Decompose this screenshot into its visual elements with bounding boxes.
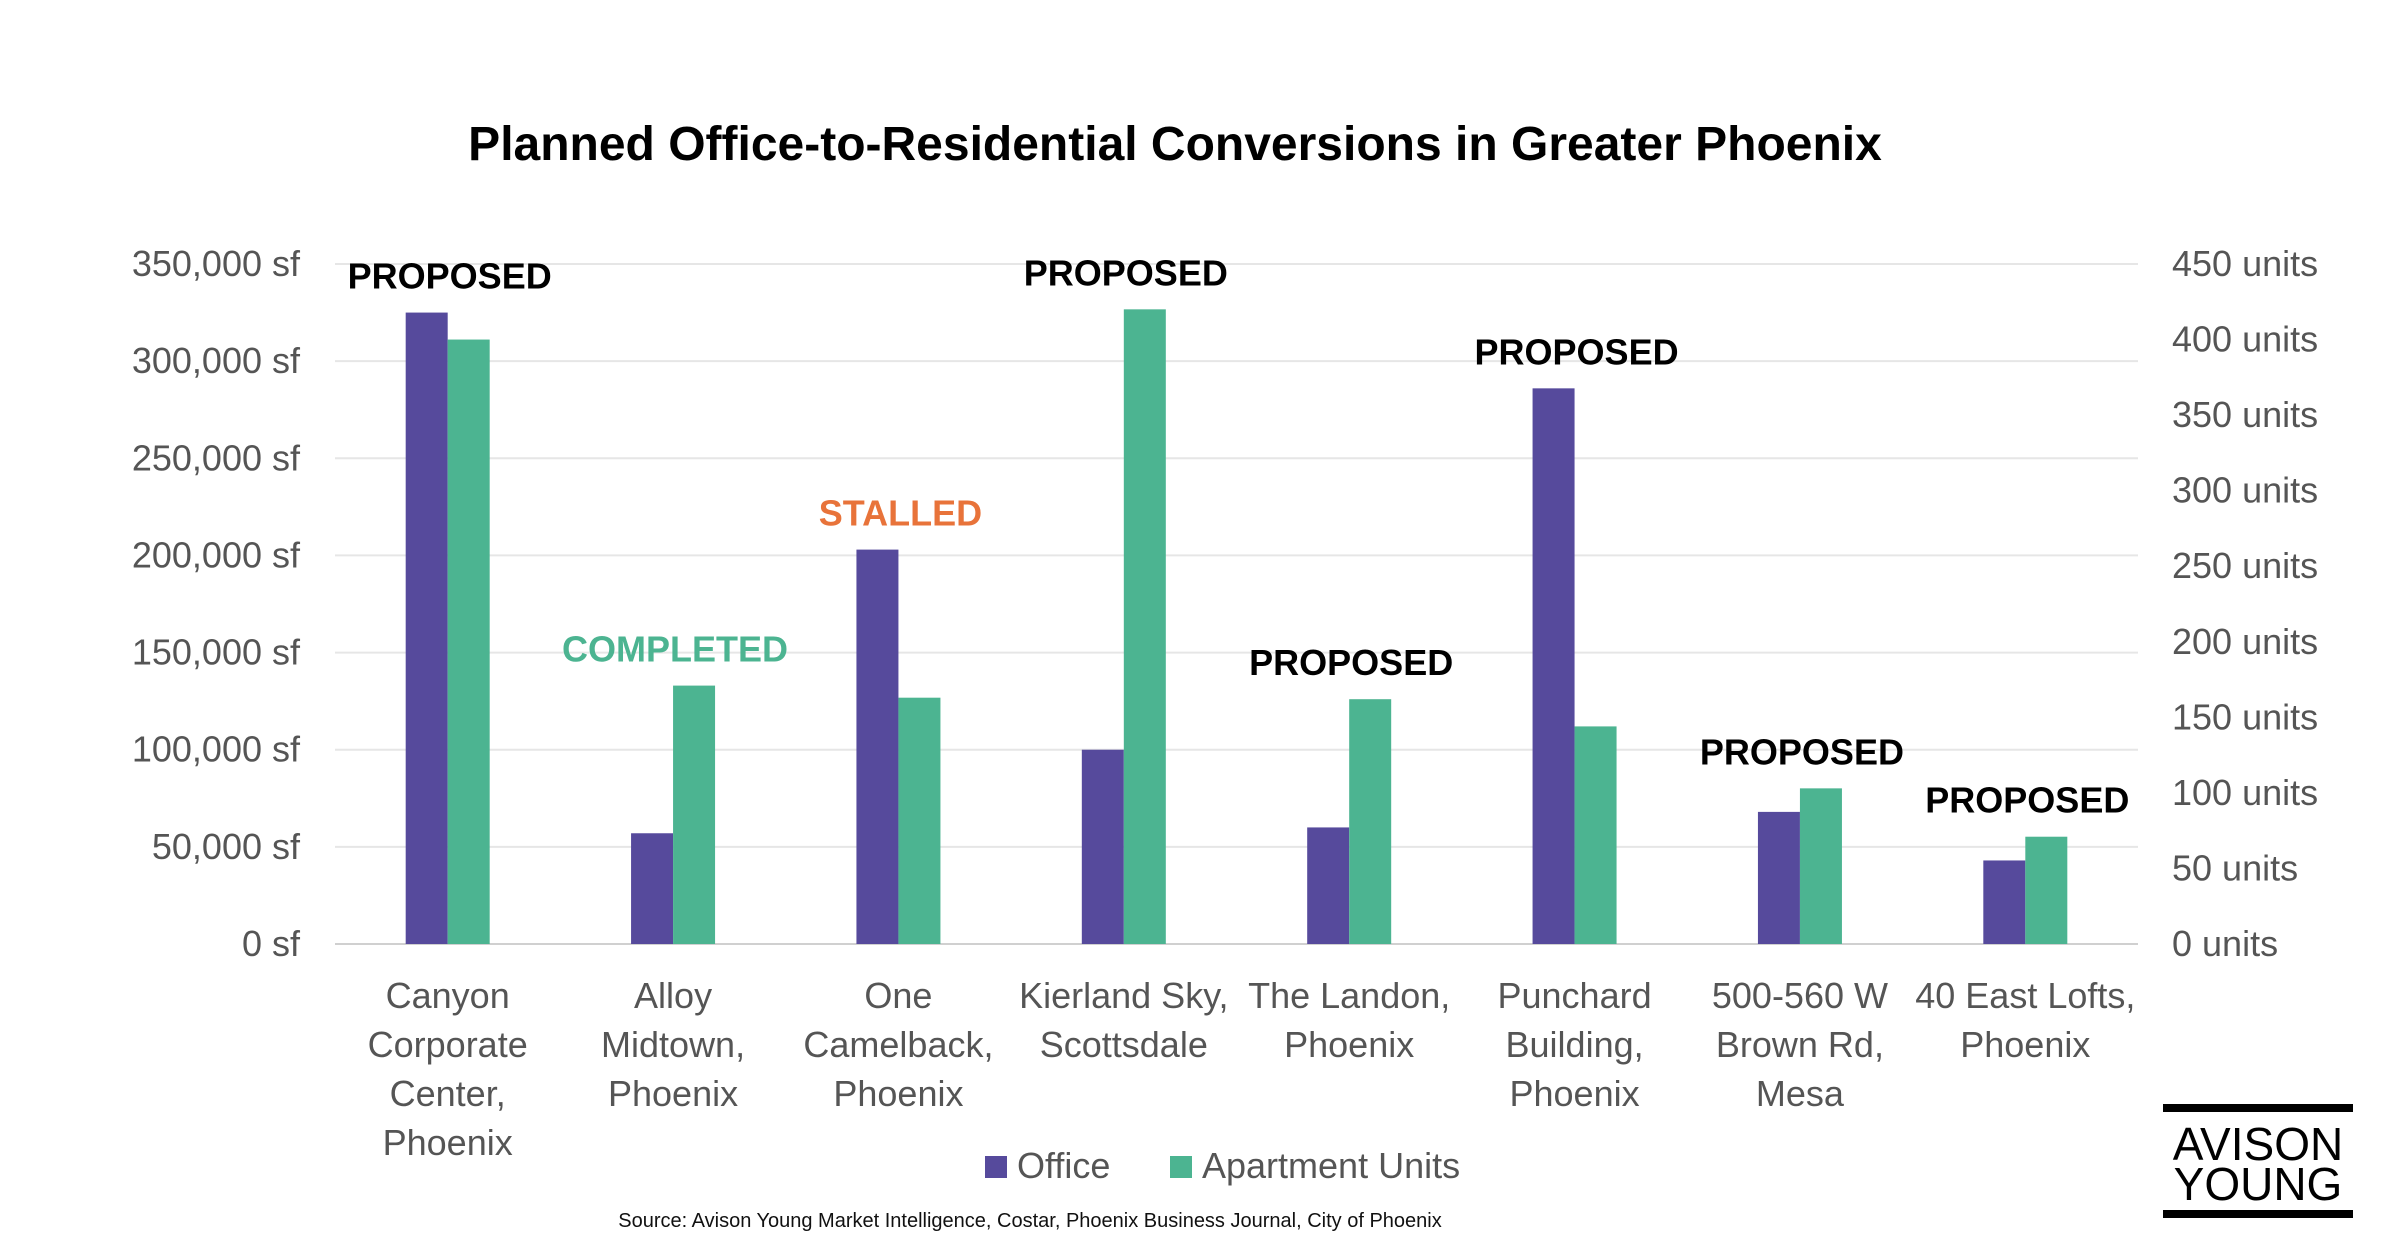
bar-office	[1307, 827, 1350, 944]
source-note: Source: Avison Young Market Intelligence…	[618, 1210, 1441, 1232]
left-axis-tick-label: 350,000 sf	[132, 243, 301, 284]
status-label-proposed: PROPOSED	[348, 256, 552, 297]
bar-office	[1757, 811, 1800, 944]
bar-apartment-units	[2025, 836, 2068, 944]
bar-office	[856, 549, 899, 944]
right-axis-tick-label: 150 units	[2172, 696, 2318, 737]
right-axis-tick-label: 100 units	[2172, 772, 2318, 813]
category-label: 40 East Lofts,	[1915, 975, 2135, 1016]
category-label: 500-560 W	[1712, 975, 1888, 1016]
legend-label-office: Office	[1017, 1145, 1110, 1186]
left-axis-ticks: 0 sf 50,000 sf 100,000 sf 150,000 sf 200,000…	[132, 243, 301, 964]
bar-office	[1081, 749, 1124, 944]
right-axis-tick-label: 250 units	[2172, 545, 2318, 586]
left-axis-tick-label: 100,000 sf	[132, 729, 301, 770]
status-label-proposed: PROPOSED	[1925, 780, 2129, 821]
left-axis-tick-label: 0 sf	[242, 923, 301, 964]
category-label: Mesa	[1756, 1073, 1845, 1114]
left-axis-tick-label: 150,000 sf	[132, 632, 301, 673]
bar-office	[631, 833, 674, 944]
right-axis-tick-label: 0 units	[2172, 923, 2278, 964]
category-label: Center,	[390, 1073, 506, 1114]
category-label: Canyon	[386, 975, 510, 1016]
gridlines	[335, 263, 2138, 945]
logo-line-1: AVISON	[2173, 1118, 2343, 1170]
bar-apartment-units	[898, 697, 941, 944]
category-label: Phoenix	[1510, 1073, 1640, 1114]
logo-line-2: YOUNG	[2174, 1158, 2343, 1210]
category-label: The Landon,	[1248, 975, 1450, 1016]
right-axis-tick-label: 450 units	[2172, 243, 2318, 284]
category-label: Scottsdale	[1040, 1024, 1208, 1065]
category-label: Phoenix	[608, 1073, 738, 1114]
status-labels: PROPOSED COMPLETED STALLED PROPOSED PROPOSED…	[348, 252, 2130, 820]
left-axis-tick-label: 50,000 sf	[152, 826, 301, 867]
bar-office	[1532, 388, 1575, 944]
bar-apartment-units	[1799, 788, 1842, 944]
right-axis-ticks: 0 units 50 units 100 units 150 units 200 uni…	[2172, 243, 2318, 964]
category-labels: Canyon Corporate Center, Phoenix Alloy Midtow…	[368, 975, 2136, 1163]
legend-swatch-apartment-units	[1170, 1156, 1192, 1178]
category-label: Alloy	[634, 975, 712, 1016]
category-label: Phoenix	[833, 1073, 963, 1114]
category-label: Kierland Sky,	[1019, 975, 1228, 1016]
chart-title: Planned Office-to-Residential Conversion…	[468, 118, 1882, 171]
category-label: Phoenix	[1284, 1024, 1414, 1065]
category-label: Brown Rd,	[1716, 1024, 1884, 1065]
category-label: Phoenix	[383, 1122, 513, 1163]
category-label: Midtown,	[601, 1024, 745, 1065]
category-label: Punchard	[1498, 975, 1652, 1016]
status-label-proposed: PROPOSED	[1700, 731, 1904, 772]
avison-young-logo: AVISON YOUNG	[2163, 1104, 2353, 1218]
legend-label-apartment-units: Apartment Units	[1202, 1145, 1460, 1186]
left-axis-tick-label: 250,000 sf	[132, 437, 301, 478]
bar-office	[405, 312, 448, 945]
left-axis-tick-label: 200,000 sf	[132, 534, 301, 575]
status-label-proposed: PROPOSED	[1475, 331, 1679, 372]
bar-apartment-units	[1574, 726, 1617, 944]
bar-office	[1983, 860, 2026, 944]
logo-bottom-rule	[2163, 1210, 2353, 1218]
bar-apartment-units	[447, 339, 490, 944]
right-axis-tick-label: 200 units	[2172, 621, 2318, 662]
right-axis-tick-label: 400 units	[2172, 319, 2318, 360]
category-label: Phoenix	[1960, 1024, 2090, 1065]
legend-swatch-office	[985, 1156, 1007, 1178]
status-label-stalled: STALLED	[819, 493, 982, 534]
right-axis-tick-label: 300 units	[2172, 470, 2318, 511]
right-axis-tick-label: 50 units	[2172, 847, 2298, 888]
category-label: Corporate	[368, 1024, 528, 1065]
bar-apartment-units	[1349, 699, 1392, 944]
category-label: Camelback,	[803, 1024, 993, 1065]
right-axis-tick-label: 350 units	[2172, 394, 2318, 435]
bar-apartment-units	[673, 685, 716, 944]
category-label: One	[864, 975, 932, 1016]
status-label-completed: COMPLETED	[562, 629, 788, 670]
bars	[405, 309, 2068, 945]
legend: Office Apartment Units	[985, 1145, 1460, 1186]
status-label-proposed: PROPOSED	[1249, 642, 1453, 683]
left-axis-tick-label: 300,000 sf	[132, 340, 301, 381]
bar-apartment-units	[1123, 309, 1166, 944]
status-label-proposed: PROPOSED	[1024, 252, 1228, 293]
category-label: Building,	[1506, 1024, 1644, 1065]
logo-top-rule	[2163, 1104, 2353, 1112]
